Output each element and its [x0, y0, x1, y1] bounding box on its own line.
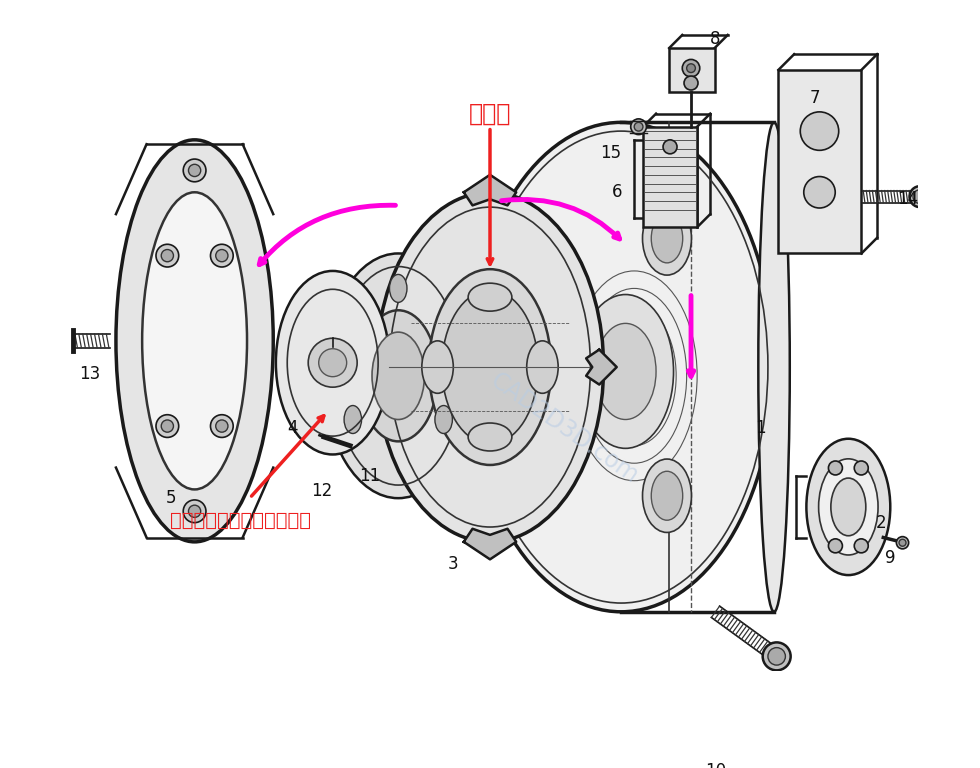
Ellipse shape: [142, 192, 247, 489]
Ellipse shape: [595, 323, 656, 419]
Circle shape: [768, 647, 785, 665]
Ellipse shape: [468, 122, 774, 612]
Text: 楔形槽: 楔形槽: [468, 101, 512, 126]
Circle shape: [828, 461, 843, 475]
Circle shape: [162, 420, 173, 432]
Circle shape: [684, 76, 698, 90]
Circle shape: [855, 461, 868, 475]
Circle shape: [216, 420, 228, 432]
Ellipse shape: [468, 423, 512, 451]
Ellipse shape: [344, 406, 362, 433]
Circle shape: [663, 140, 677, 154]
Ellipse shape: [116, 140, 273, 542]
Circle shape: [687, 64, 696, 72]
Ellipse shape: [372, 332, 424, 419]
Ellipse shape: [376, 192, 604, 542]
Text: 8: 8: [710, 30, 720, 48]
Text: 3: 3: [448, 554, 459, 573]
Text: 14: 14: [898, 190, 918, 208]
Text: 12: 12: [312, 482, 333, 500]
Circle shape: [211, 415, 233, 438]
Circle shape: [762, 642, 791, 670]
Ellipse shape: [276, 271, 389, 455]
Text: 6: 6: [612, 184, 622, 201]
Circle shape: [309, 338, 357, 387]
Circle shape: [631, 119, 647, 134]
Circle shape: [211, 244, 233, 267]
Ellipse shape: [643, 459, 692, 532]
Text: 11: 11: [359, 467, 380, 485]
Ellipse shape: [421, 341, 454, 393]
Ellipse shape: [435, 406, 453, 433]
Bar: [669, 48, 714, 91]
Circle shape: [855, 539, 868, 553]
Circle shape: [188, 164, 201, 177]
Text: 4: 4: [287, 419, 298, 437]
Ellipse shape: [324, 253, 472, 498]
Circle shape: [909, 186, 930, 207]
Ellipse shape: [514, 343, 545, 392]
Ellipse shape: [442, 290, 538, 444]
Circle shape: [634, 122, 643, 131]
Ellipse shape: [652, 214, 683, 263]
Circle shape: [318, 349, 347, 376]
Text: 7: 7: [809, 89, 820, 107]
Ellipse shape: [643, 202, 692, 275]
Polygon shape: [464, 528, 516, 559]
Text: CAD2D3D.com: CAD2D3D.com: [486, 368, 643, 488]
Text: 2: 2: [876, 514, 887, 531]
Text: 连接拉杆（内外都有螺纹）: 连接拉杆（内外都有螺纹）: [171, 511, 312, 529]
Circle shape: [828, 539, 843, 553]
Circle shape: [804, 177, 835, 208]
Text: 5: 5: [166, 489, 176, 507]
Circle shape: [801, 112, 839, 151]
Ellipse shape: [577, 295, 673, 449]
Ellipse shape: [818, 458, 878, 555]
Circle shape: [897, 537, 908, 549]
Text: 1: 1: [756, 419, 766, 437]
Text: 9: 9: [885, 548, 896, 567]
Circle shape: [156, 415, 178, 438]
Ellipse shape: [526, 341, 559, 393]
Ellipse shape: [505, 330, 554, 404]
Bar: [643, 127, 697, 227]
Ellipse shape: [652, 472, 683, 520]
Ellipse shape: [807, 439, 890, 575]
Text: 10: 10: [705, 762, 726, 768]
Circle shape: [913, 190, 927, 204]
Circle shape: [183, 500, 206, 523]
Text: 13: 13: [79, 365, 100, 383]
Ellipse shape: [468, 283, 512, 311]
Circle shape: [682, 59, 700, 77]
Circle shape: [188, 505, 201, 518]
Ellipse shape: [759, 122, 790, 612]
Polygon shape: [464, 175, 516, 205]
Circle shape: [899, 539, 907, 546]
Ellipse shape: [429, 270, 551, 465]
Bar: [778, 70, 861, 253]
Circle shape: [183, 159, 206, 182]
Circle shape: [162, 250, 173, 262]
Ellipse shape: [831, 478, 865, 536]
Polygon shape: [586, 349, 616, 385]
Circle shape: [216, 250, 228, 262]
Text: 15: 15: [600, 144, 621, 162]
Circle shape: [156, 244, 178, 267]
Ellipse shape: [389, 274, 407, 303]
Ellipse shape: [359, 310, 437, 442]
